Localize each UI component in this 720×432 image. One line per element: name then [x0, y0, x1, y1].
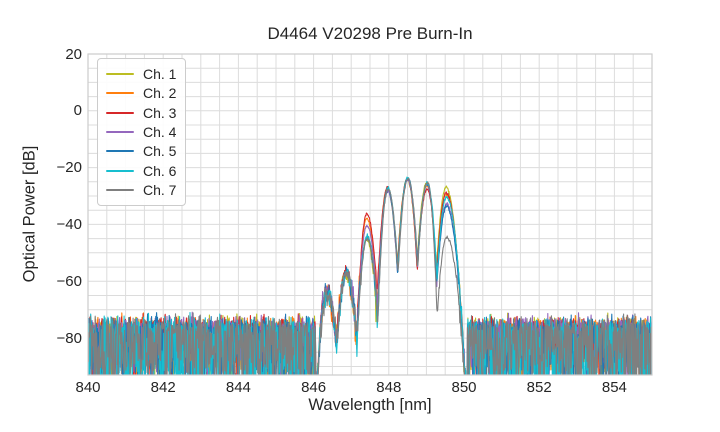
- legend-item: Ch. 3: [106, 106, 177, 120]
- legend-line-swatch: [106, 72, 134, 75]
- legend-label: Ch. 4: [143, 123, 177, 140]
- y-axis-label: Optical Power [dB]: [20, 145, 39, 283]
- y-tick-label: 0: [73, 102, 82, 120]
- x-tick-label: 848: [376, 379, 402, 396]
- legend-line-swatch: [106, 150, 134, 153]
- legend-line-swatch: [106, 111, 134, 114]
- y-tick-label: −80: [56, 329, 82, 347]
- legend-item: Ch. 4: [106, 125, 177, 139]
- legend-label: Ch. 3: [143, 104, 177, 121]
- x-tick-label: 846: [301, 379, 327, 396]
- legend-line-swatch: [106, 130, 134, 133]
- x-tick-label: 850: [451, 379, 477, 396]
- x-axis-label: Wavelength [nm]: [308, 396, 432, 414]
- series-lines: [88, 176, 652, 375]
- x-tick-label: 852: [526, 379, 552, 396]
- x-tick-label: 842: [150, 379, 176, 396]
- chart-title: D4464 V20298 Pre Burn-In: [267, 24, 473, 43]
- legend-label: Ch. 7: [143, 182, 177, 199]
- x-tick-label: 854: [601, 379, 627, 396]
- x-tick-label: 840: [75, 379, 101, 396]
- series-line-ch-7: [88, 177, 652, 375]
- y-tick-label: −60: [56, 272, 82, 290]
- legend-label: Ch. 5: [143, 143, 177, 160]
- legend-line-swatch: [106, 189, 134, 192]
- legend-line-swatch: [106, 92, 134, 95]
- legend-item: Ch. 5: [106, 144, 177, 158]
- x-tick-label: 844: [225, 379, 251, 396]
- legend-item: Ch. 1: [106, 67, 177, 81]
- legend-label: Ch. 6: [143, 162, 177, 179]
- y-tick-label: 20: [65, 45, 82, 63]
- legend-item: Ch. 6: [106, 164, 177, 178]
- legend-label: Ch. 1: [143, 65, 177, 82]
- plot-border: [87, 53, 653, 376]
- legend: Ch. 1 Ch. 2 Ch. 3 Ch. 4 Ch. 5 Ch. 6 Ch. 7: [97, 58, 186, 206]
- legend-item: Ch. 2: [106, 86, 177, 100]
- legend-line-swatch: [106, 169, 134, 172]
- y-tick-label: −20: [56, 159, 82, 177]
- legend-item: Ch. 7: [106, 183, 177, 197]
- legend-label: Ch. 2: [143, 85, 177, 102]
- y-tick-label: −40: [56, 215, 82, 233]
